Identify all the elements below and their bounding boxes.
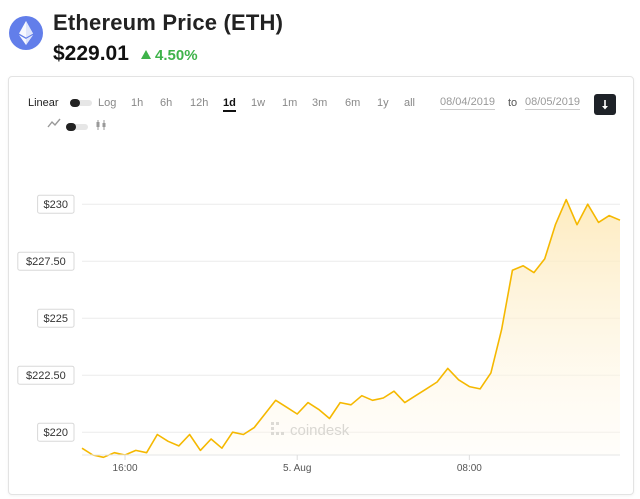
download-button[interactable] [594,94,616,115]
price-change-value: 4.50% [155,47,198,64]
range-3m[interactable]: 3m [312,97,328,109]
y-tick-label-box [17,251,75,271]
range-1w[interactable]: 1w [251,97,266,109]
range-12h[interactable]: 12h [190,97,209,109]
date-from-input[interactable]: 08/04/2019 [440,96,496,110]
y-tick-label: $225 [44,313,68,325]
y-tick-label-box [37,422,75,442]
y-tick-label: $220 [44,427,68,439]
x-axis-labels: 16:00 5. Aug 08:00 [113,455,482,474]
y-tick-label-box [37,308,75,328]
date-to-input[interactable]: 08/05/2019 [525,96,581,110]
x-tick-label: 5. Aug [283,463,311,474]
y-tick-label: $230 [44,199,68,211]
scale-toggle-knob [70,99,80,107]
price-change: 4.50% [141,47,198,64]
y-axis-labels: $220 $222.50 $225 $227.50 $230 [17,194,75,442]
scale-log-label[interactable]: Log [98,97,117,109]
ethereum-icon [9,16,43,50]
x-tick-label: 08:00 [457,463,482,474]
range-1m[interactable]: 1m [282,97,298,109]
range-1y[interactable]: 1y [377,97,389,109]
date-to-label: to [508,97,518,109]
chart-type-toggle[interactable] [66,123,88,131]
chart-type-toggle-knob [66,123,76,131]
y-tick-label: $222.50 [26,370,66,382]
range-6m[interactable]: 6m [345,97,361,109]
line-chart-icon[interactable] [47,117,61,129]
page-header: Ethereum Price (ETH) $229.01 4.50% [0,0,640,75]
y-tick-label-box [17,365,75,385]
price-line [81,198,621,459]
scale-linear-label[interactable]: Linear [28,97,59,109]
price-area [82,199,620,458]
download-icon [602,100,608,110]
range-all[interactable]: all [404,97,416,109]
up-arrow-icon [141,50,151,59]
current-price: $229.01 [53,42,129,65]
range-1h[interactable]: 1h [131,97,144,109]
scale-toggle[interactable] [70,99,92,107]
y-tick-label-box [37,194,75,214]
x-tick-label: 16:00 [113,463,138,474]
range-1d[interactable]: 1d [223,97,236,112]
range-6h[interactable]: 6h [160,97,173,109]
page-title: Ethereum Price (ETH) [53,10,284,35]
candlestick-icon[interactable] [95,119,107,131]
y-tick-label: $227.50 [26,256,66,268]
